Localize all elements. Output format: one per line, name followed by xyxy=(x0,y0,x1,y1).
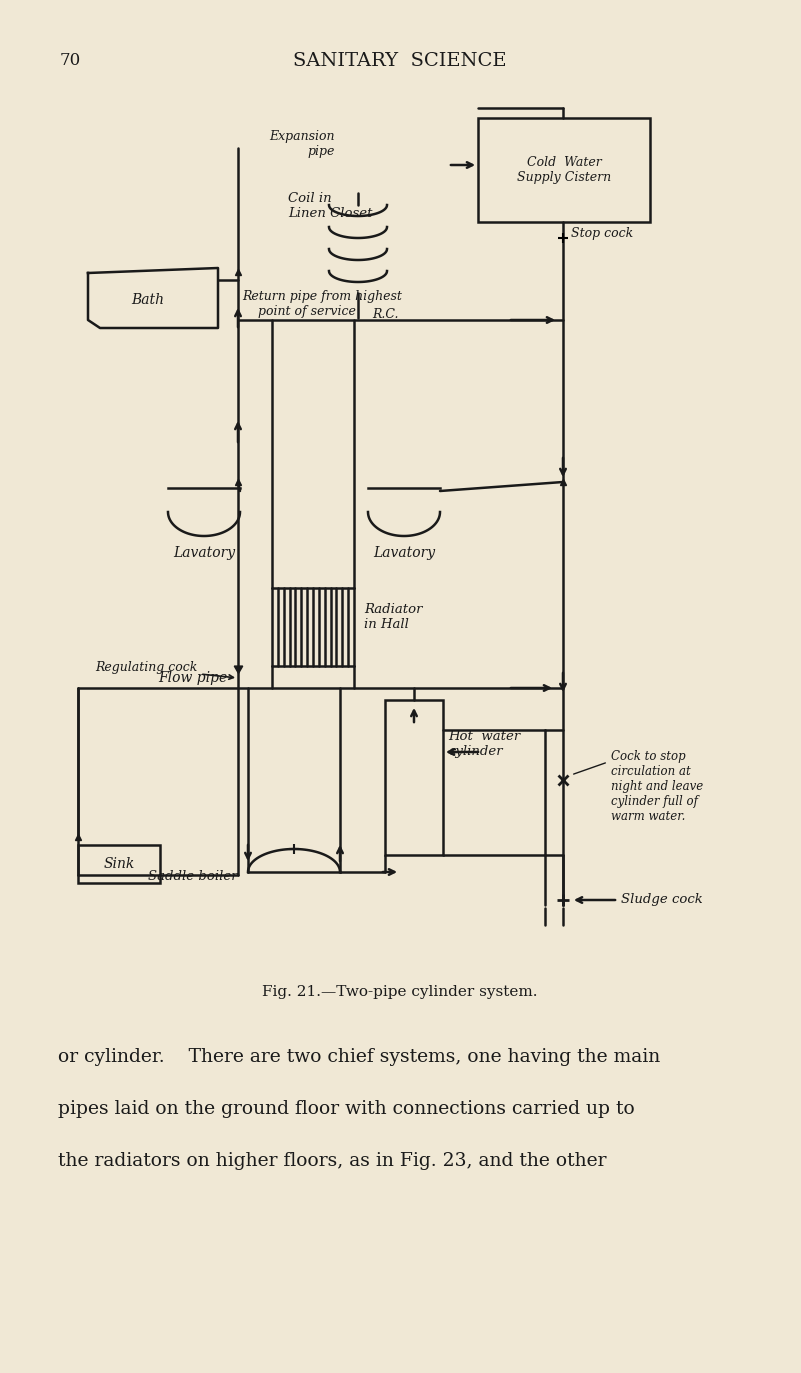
Text: Radiator
in Hall: Radiator in Hall xyxy=(364,603,422,632)
Text: Lavatory: Lavatory xyxy=(373,546,435,560)
Text: 70: 70 xyxy=(60,52,81,69)
Text: Bath: Bath xyxy=(131,292,164,308)
Text: Cold  Water
Supply Cistern: Cold Water Supply Cistern xyxy=(517,157,611,184)
Text: Stop cock: Stop cock xyxy=(571,228,634,240)
Text: Expansion
pipe: Expansion pipe xyxy=(269,130,335,158)
Bar xyxy=(478,118,650,222)
Text: Hot  water
cylinder: Hot water cylinder xyxy=(448,730,521,758)
Text: Saddle boiler: Saddle boiler xyxy=(148,870,238,883)
Text: Sink: Sink xyxy=(103,857,135,870)
Text: Fig. 21.—Two-pipe cylinder system.: Fig. 21.—Two-pipe cylinder system. xyxy=(262,984,537,1000)
Text: pipes laid on the ground floor with connections carried up to: pipes laid on the ground floor with conn… xyxy=(58,1100,634,1118)
Text: Cock to stop
circulation at
night and leave
cylinder full of
warm water.: Cock to stop circulation at night and le… xyxy=(611,750,703,822)
Text: the radiators on higher floors, as in Fig. 23, and the other: the radiators on higher floors, as in Fi… xyxy=(58,1152,606,1170)
Bar xyxy=(78,844,160,883)
Text: or cylinder.    There are two chief systems, one having the main: or cylinder. There are two chief systems… xyxy=(58,1048,660,1065)
Text: Lavatory: Lavatory xyxy=(173,546,235,560)
Text: Regulating cock: Regulating cock xyxy=(95,662,197,674)
Text: Coil in
Linen Closet: Coil in Linen Closet xyxy=(288,192,372,220)
Bar xyxy=(385,700,443,855)
Text: R.C.: R.C. xyxy=(372,308,399,320)
Text: Sludge cock: Sludge cock xyxy=(621,894,702,906)
Text: Flow pipe: Flow pipe xyxy=(158,671,227,685)
Text: SANITARY  SCIENCE: SANITARY SCIENCE xyxy=(293,52,507,70)
Text: Return pipe from highest
    point of service: Return pipe from highest point of servic… xyxy=(242,290,402,319)
